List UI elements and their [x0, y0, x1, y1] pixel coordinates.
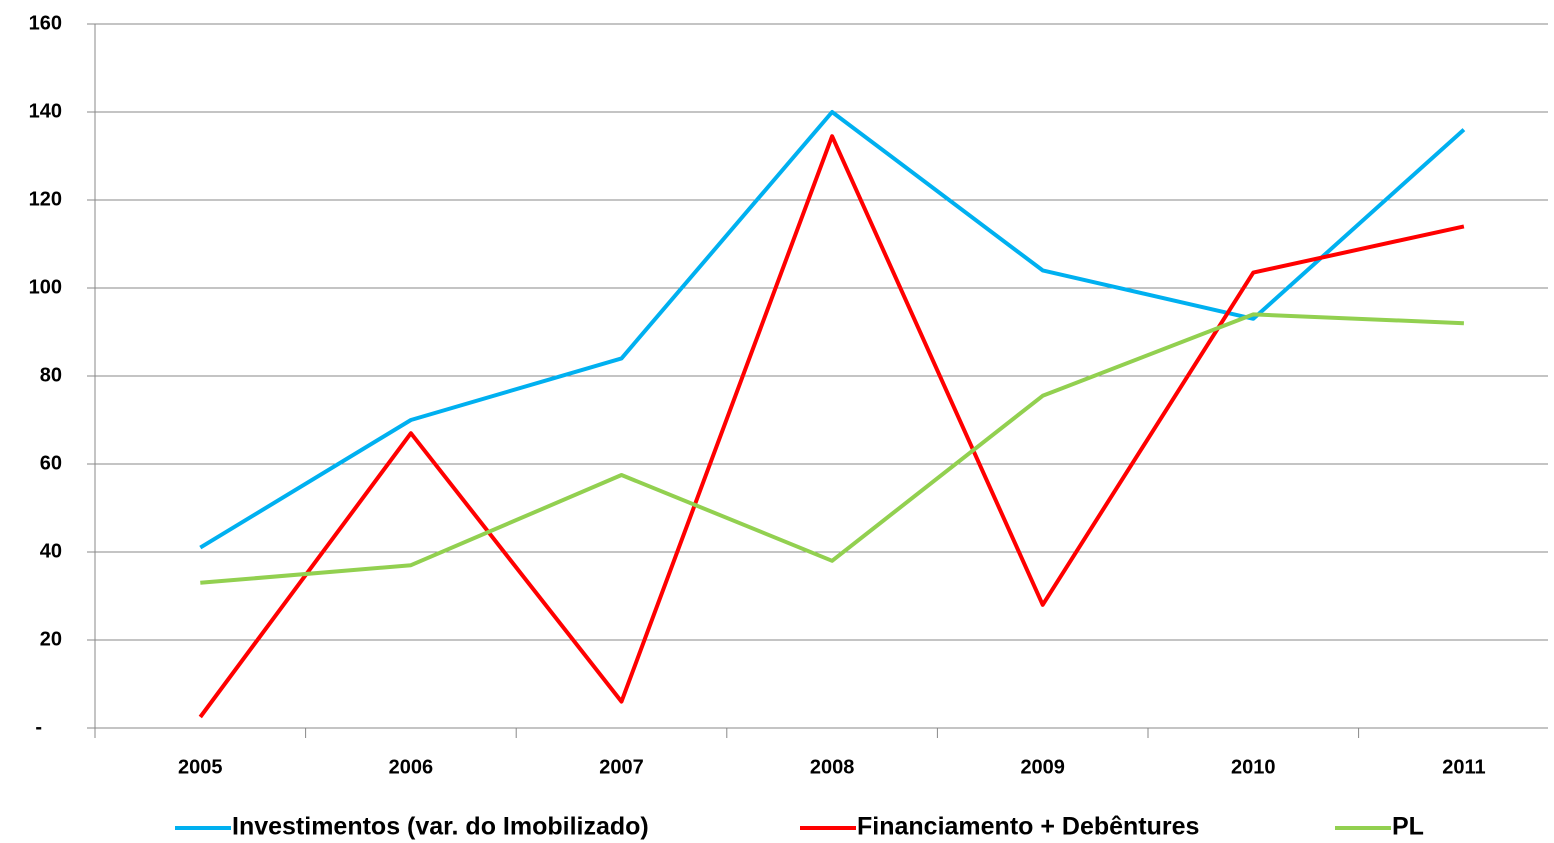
series-line: [200, 312, 1464, 585]
y-tick-label: 120: [29, 188, 62, 210]
y-tick-label: 40: [40, 540, 62, 562]
x-tick-label: 2007: [599, 756, 644, 778]
series-line: [198, 134, 1465, 719]
x-tick-label: 2010: [1231, 756, 1276, 778]
legend-label: PL: [1392, 813, 1424, 841]
legend-label: Financiamento + Debêntures: [857, 813, 1199, 841]
x-tick-label: 2005: [178, 756, 223, 778]
y-tick-label: 20: [40, 628, 62, 650]
x-tick-label: 2011: [1442, 756, 1485, 778]
x-tick-label: 2009: [1020, 756, 1065, 778]
x-tick-label: 2006: [389, 756, 434, 778]
y-tick-label: 60: [40, 452, 62, 474]
y-tick-label: 160: [29, 12, 62, 34]
y-tick-label: -: [35, 716, 42, 738]
series-line: [199, 110, 1466, 550]
legend-label: Investimentos (var. do Imobilizado): [232, 813, 649, 841]
y-tick-label: 80: [40, 364, 62, 386]
x-tick-label: 2008: [810, 756, 855, 778]
y-tick-label: 100: [29, 276, 62, 298]
y-tick-label: 140: [29, 100, 62, 122]
